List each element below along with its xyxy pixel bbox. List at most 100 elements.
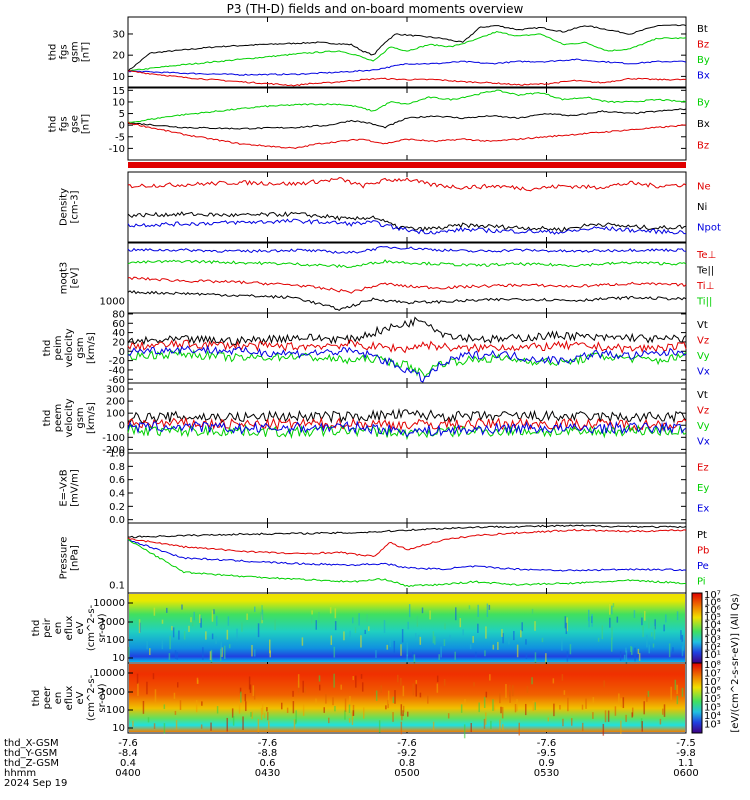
ytick-peem_velocity-0: -200 bbox=[102, 445, 125, 456]
xaxis-value-0-4: -7.5 bbox=[676, 738, 696, 749]
ytick-efield-3: 0.6 bbox=[109, 475, 125, 486]
ylabel-peer_spec-3: eflux bbox=[64, 686, 75, 711]
ytick-efield-4: 0.8 bbox=[109, 462, 125, 473]
series-pressure-Pt bbox=[127, 524, 687, 539]
separator-bar bbox=[128, 162, 686, 168]
series-temperature-Te bbox=[127, 290, 687, 312]
ylabel-fgs_gse-0: thd bbox=[48, 116, 59, 133]
legend-pressure-3: Pi bbox=[697, 576, 706, 587]
xaxis-value-1-0: -8.4 bbox=[118, 748, 138, 759]
ylabel-peem_velocity-0: thd bbox=[42, 410, 53, 427]
colorbar-upper-tick-1: 10⁶ bbox=[704, 598, 721, 609]
legend-density-2: Npot bbox=[697, 223, 721, 234]
xaxis-value-3-2: 0500 bbox=[394, 768, 419, 779]
ylabel-pressure-0: Pressure bbox=[59, 537, 70, 580]
colorbar-lower-tick-2: 10⁷ bbox=[704, 677, 721, 688]
series-pressure-Pi bbox=[127, 538, 686, 588]
legend-fgs_gsm-3: Bx bbox=[697, 70, 710, 81]
ylabel-peem_velocity-2: velocity bbox=[64, 398, 75, 437]
ytick-fgs_gsm-0: 10 bbox=[112, 72, 125, 83]
xaxis-value-2-4: 1.1 bbox=[678, 758, 694, 769]
xaxis-value-2-0: 0.4 bbox=[120, 758, 136, 769]
series-peem_velocity-Vx bbox=[127, 420, 687, 438]
ylabel-peer_spec-4: eV bbox=[75, 691, 86, 704]
legend-efield-1: Ey bbox=[697, 483, 709, 494]
xaxis-value-0-0: -7.6 bbox=[118, 738, 138, 749]
xaxis-value-0-3: -7.6 bbox=[537, 738, 557, 749]
xaxis-value-1-4: -9.8 bbox=[676, 748, 696, 759]
ylabel-peir_spec-6: sr-eV) bbox=[97, 613, 108, 642]
panel-frame-efield bbox=[127, 452, 687, 524]
legend-temperature-3: Ti|| bbox=[696, 296, 712, 307]
legend-peem_velocity-0: Vt bbox=[697, 390, 708, 401]
series-fgs_gsm-Bz bbox=[127, 70, 687, 87]
legend-pressure-1: Pb bbox=[697, 545, 709, 556]
ytick-fgs_gse-1: -5 bbox=[115, 132, 125, 143]
legend-temperature-2: Ti⊥ bbox=[696, 281, 714, 292]
legend-peem_velocity-1: Vz bbox=[697, 405, 709, 416]
colorbar-upper-tick-3: 10⁵ bbox=[704, 613, 721, 624]
legend-pressure-0: Pt bbox=[697, 530, 707, 541]
legend-temperature-1: Te|| bbox=[696, 265, 714, 276]
legend-pressure-2: Pe bbox=[697, 561, 709, 572]
series-peim_velocity-Vt bbox=[127, 316, 687, 346]
xaxis-value-2-2: 0.8 bbox=[399, 758, 415, 769]
colorbar-upper-tick-8: 10¹ bbox=[704, 650, 721, 661]
ylabel-density-0: Density bbox=[59, 188, 70, 226]
ytick-peer_spec-2: 100 bbox=[106, 705, 125, 716]
legend-fgs_gse-0: By bbox=[697, 98, 710, 109]
ytick-peem_velocity-5: 300 bbox=[106, 385, 125, 396]
colorbar-upper-tick-2: 10⁶ bbox=[704, 605, 721, 616]
series-peim_velocity-Vx bbox=[127, 344, 687, 383]
spectrogram-peer_spec bbox=[129, 664, 685, 732]
ylabel-peim_velocity-4: [km/s] bbox=[86, 332, 97, 364]
ylabel-fgs_gsm-1: fgs bbox=[59, 44, 70, 59]
legend-peem_velocity-3: Vx bbox=[697, 436, 710, 447]
series-fgs_gsm-By bbox=[127, 30, 687, 73]
series-peim_velocity-Vy bbox=[127, 348, 687, 379]
legend-efield-2: Ex bbox=[697, 504, 709, 515]
series-peem_velocity-Vy bbox=[127, 423, 687, 441]
ylabel-peer_spec-2: en bbox=[53, 692, 64, 705]
ytick-fgs_gse-2: 0 bbox=[119, 121, 125, 132]
ytick-peir_spec-3: 10 bbox=[112, 653, 125, 664]
xaxis-row-label-2: thd_Z-GSM bbox=[4, 758, 59, 769]
legend-fgs_gsm-0: Bt bbox=[697, 24, 708, 35]
legend-fgs_gse-2: Bz bbox=[697, 140, 709, 151]
series-temperature-Te bbox=[127, 245, 687, 254]
ytick-fgs_gsm-1: 20 bbox=[112, 51, 125, 62]
panel-frame-peem_velocity bbox=[127, 382, 687, 454]
ylabel-peir_spec-4: eV bbox=[75, 621, 86, 634]
ytick-peer_spec-0: 10000 bbox=[93, 668, 125, 679]
colorbar-upper-tick-0: 10⁷ bbox=[704, 590, 721, 601]
ylabel-peer_spec-0: thd bbox=[31, 690, 42, 707]
legend-peem_velocity-2: Vy bbox=[697, 421, 710, 432]
panel-frame-fgs_gse bbox=[127, 87, 687, 161]
colorbar-upper-tick-5: 10⁴ bbox=[704, 628, 721, 639]
xaxis-value-3-0: 0400 bbox=[115, 768, 140, 779]
ytick-fgs_gse-4: 10 bbox=[112, 97, 125, 108]
ytick-fgs_gsm-2: 30 bbox=[112, 29, 125, 40]
page-title: P3 (TH-D) fields and on-board moments ov… bbox=[226, 2, 524, 16]
series-pressure-Pe bbox=[127, 539, 687, 572]
series-fgs_gsm-Bt bbox=[127, 24, 687, 72]
series-peem_velocity-Vz bbox=[127, 416, 687, 432]
xaxis-row-label-3: hhmm bbox=[4, 768, 36, 779]
panel-frame-fgs_gsm bbox=[127, 16, 687, 88]
xaxis-value-1-1: -8.8 bbox=[258, 748, 278, 759]
series-pressure-Pb bbox=[127, 528, 687, 558]
ylabel-fgs_gsm-0: thd bbox=[48, 44, 59, 61]
ylabel-fgs_gsm-2: gsm bbox=[70, 41, 81, 62]
colorbar-lower-tick-1: 10⁷ bbox=[704, 669, 721, 680]
ytick-pressure-lbl: 0.1 bbox=[109, 581, 125, 592]
ytick-peer_spec-1: 1000 bbox=[100, 687, 125, 698]
ytick-peim_velocity-3: 0 bbox=[119, 347, 125, 358]
series-density-Npot bbox=[127, 218, 686, 235]
xaxis-value-0-1: -7.6 bbox=[258, 738, 278, 749]
ytick-efield-1: 0.2 bbox=[109, 502, 125, 513]
xaxis-value-3-3: 0530 bbox=[534, 768, 559, 779]
legend-peim_velocity-3: Vx bbox=[697, 366, 710, 377]
colorbar-lower-tick-6: 10⁴ bbox=[704, 711, 721, 722]
ylabel-fgs_gsm-3: [nT] bbox=[81, 42, 92, 62]
ylabel-peer_spec-5: (cm^2-s- bbox=[86, 674, 97, 721]
